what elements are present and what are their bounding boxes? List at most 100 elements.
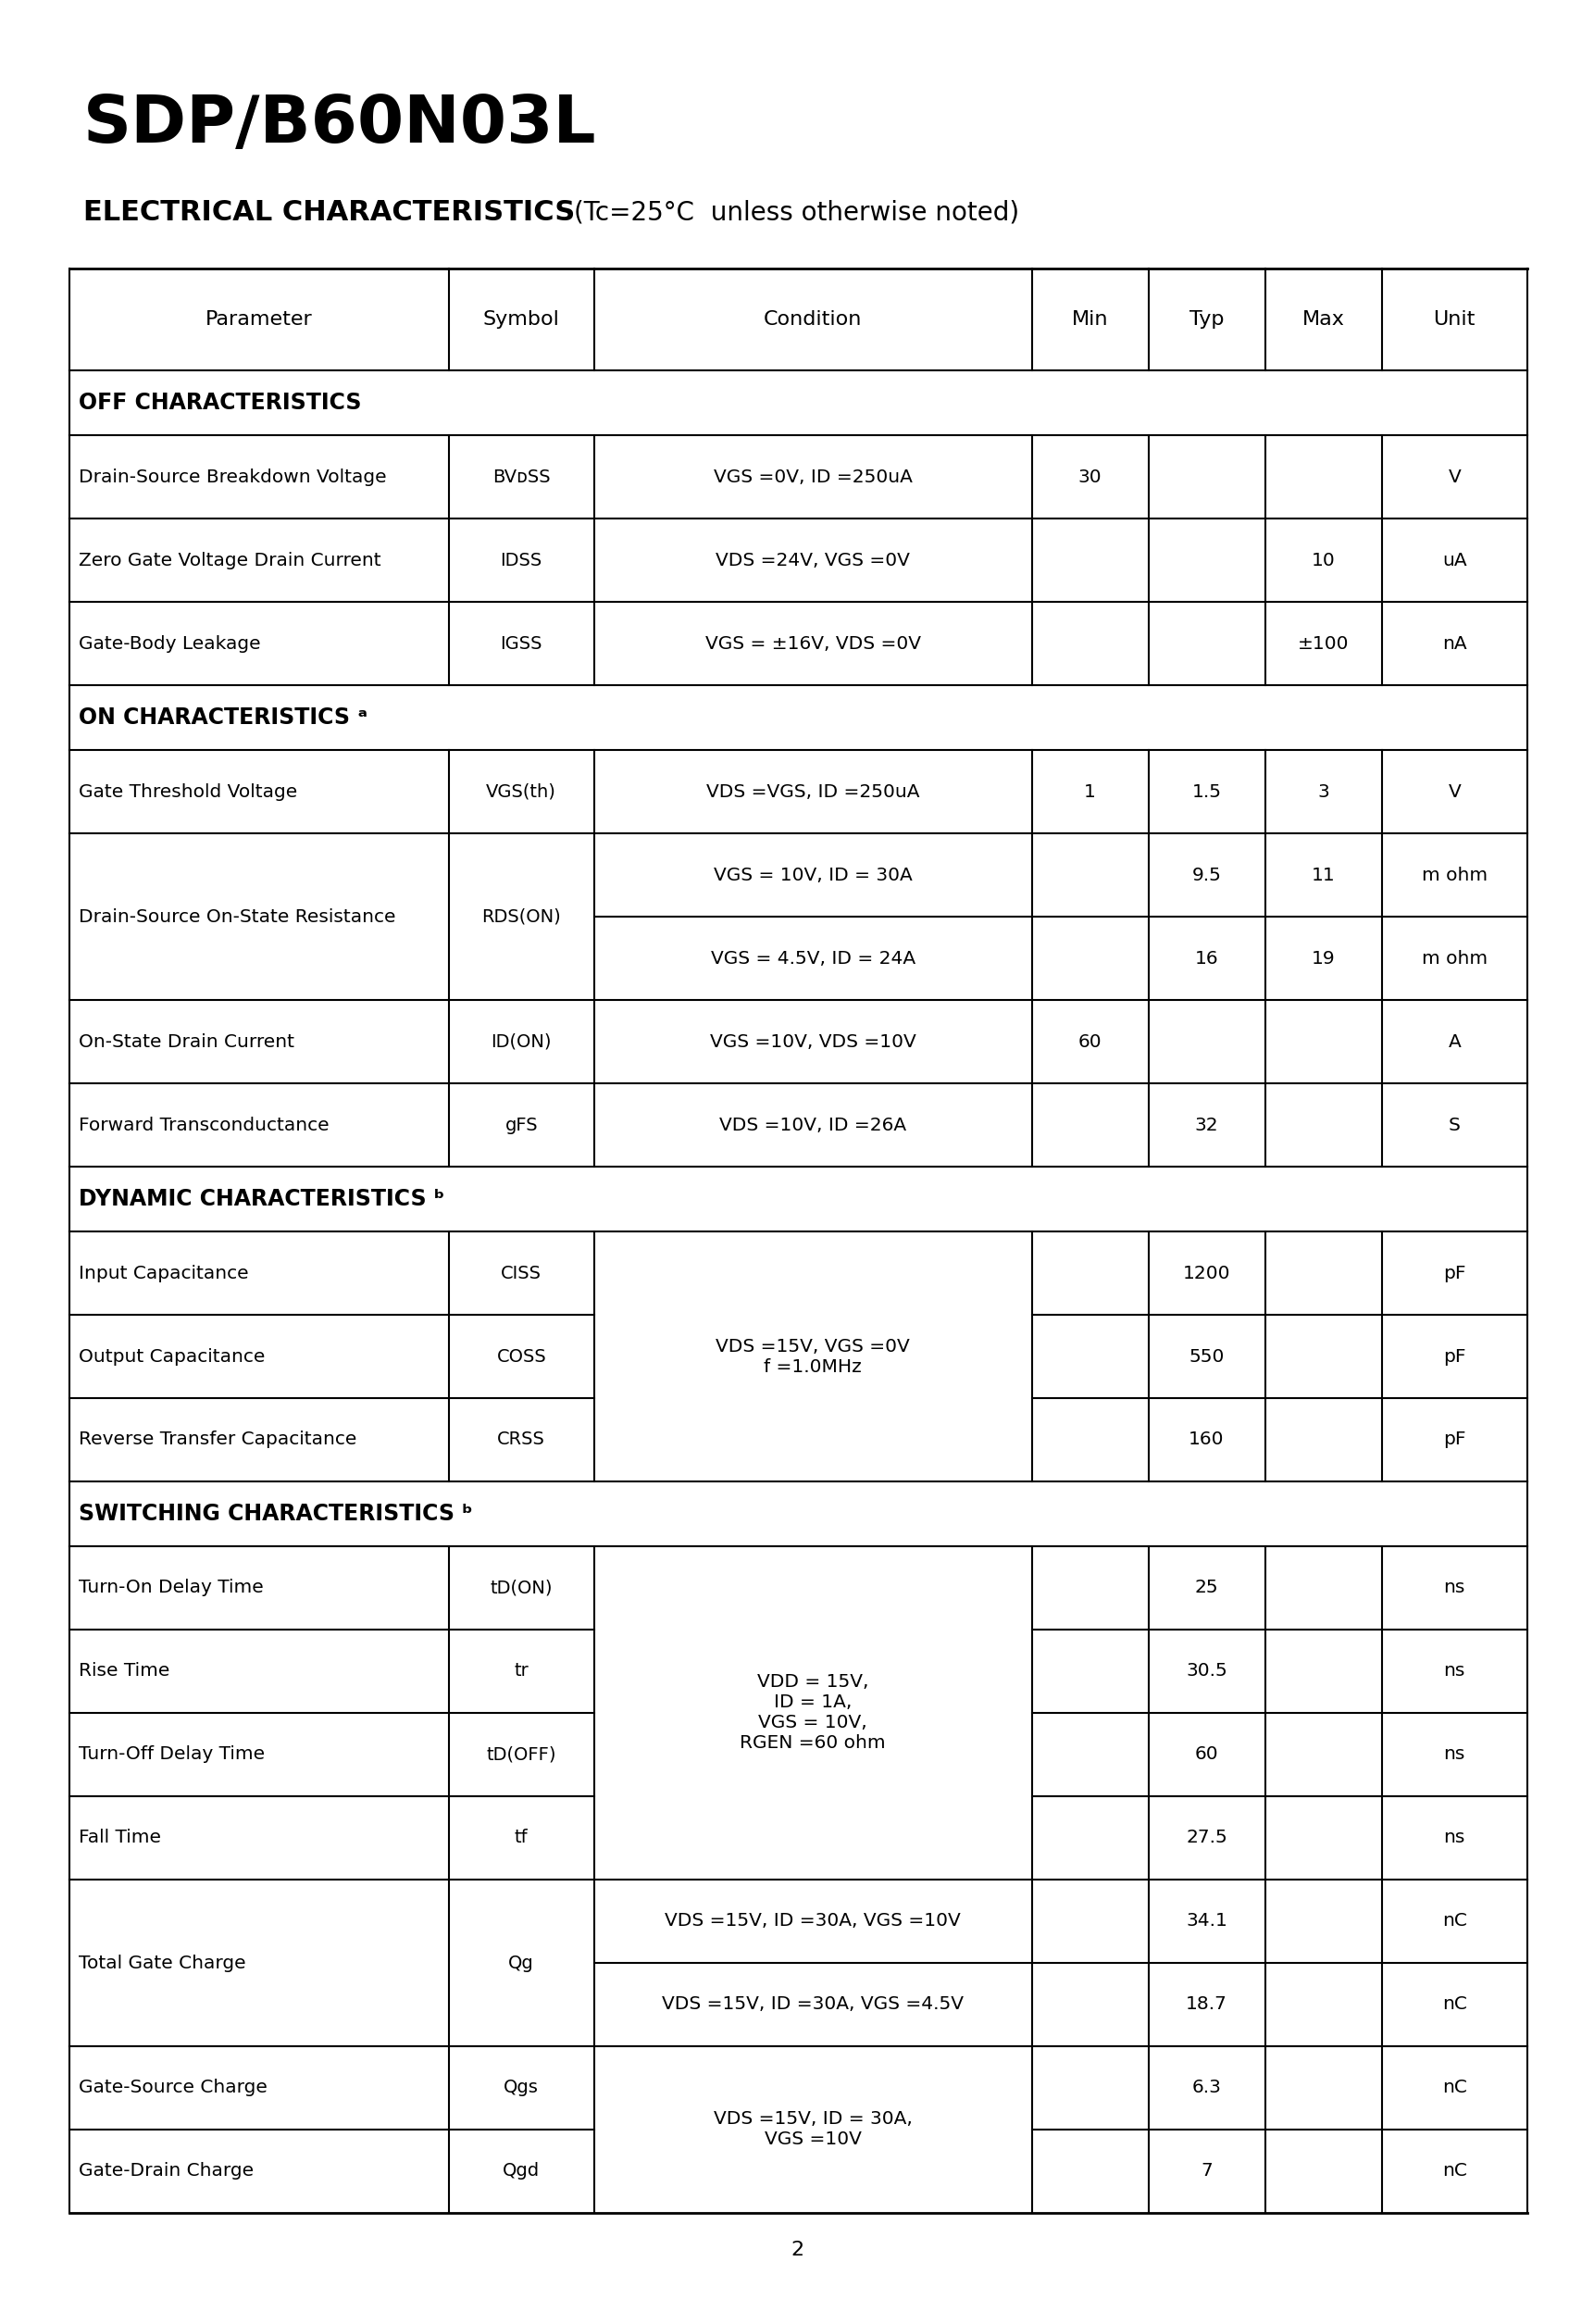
Text: Qgs: Qgs xyxy=(504,2080,539,2096)
Text: Rise Time: Rise Time xyxy=(78,1662,169,1680)
Text: VGS = 10V, ID = 30A: VGS = 10V, ID = 30A xyxy=(714,867,912,883)
Text: (Tc=25°C  unless otherwise noted): (Tc=25°C unless otherwise noted) xyxy=(574,200,1019,225)
Text: VDD = 15V,
ID = 1A,
VGS = 10V,
RGEN =60 ohm: VDD = 15V, ID = 1A, VGS = 10V, RGEN =60 … xyxy=(740,1673,886,1752)
Text: 60: 60 xyxy=(1078,1032,1101,1050)
Text: tD(ON): tD(ON) xyxy=(489,1578,553,1597)
Text: 30: 30 xyxy=(1078,467,1101,486)
Text: 1200: 1200 xyxy=(1183,1264,1231,1283)
Text: SWITCHING CHARACTERISTICS ᵇ: SWITCHING CHARACTERISTICS ᵇ xyxy=(78,1504,473,1525)
Text: Output Capacitance: Output Capacitance xyxy=(78,1348,265,1364)
Text: VGS = ±16V, VDS =0V: VGS = ±16V, VDS =0V xyxy=(705,634,921,653)
Text: On-State Drain Current: On-State Drain Current xyxy=(78,1032,295,1050)
Text: BVᴅSS: BVᴅSS xyxy=(493,467,550,486)
Text: Forward Transconductance: Forward Transconductance xyxy=(78,1116,330,1134)
Text: CISS: CISS xyxy=(501,1264,542,1283)
Text: 34.1: 34.1 xyxy=(1186,1913,1227,1929)
Text: Zero Gate Voltage Drain Current: Zero Gate Voltage Drain Current xyxy=(78,551,381,569)
Text: DYNAMIC CHARACTERISTICS ᵇ: DYNAMIC CHARACTERISTICS ᵇ xyxy=(78,1188,445,1211)
Text: ELECTRICAL CHARACTERISTICS: ELECTRICAL CHARACTERISTICS xyxy=(83,200,575,225)
Text: V: V xyxy=(1447,467,1460,486)
Text: VDS =15V, VGS =0V
f =1.0MHz: VDS =15V, VGS =0V f =1.0MHz xyxy=(716,1336,910,1376)
Text: nC: nC xyxy=(1443,1996,1466,2013)
Text: Min: Min xyxy=(1071,309,1108,328)
Text: ns: ns xyxy=(1444,1829,1465,1848)
Text: m ohm: m ohm xyxy=(1422,867,1487,883)
Text: VDS =24V, VGS =0V: VDS =24V, VGS =0V xyxy=(716,551,910,569)
Text: 2: 2 xyxy=(791,2240,803,2259)
Text: ns: ns xyxy=(1444,1578,1465,1597)
Text: nA: nA xyxy=(1443,634,1466,653)
Text: Gate Threshold Voltage: Gate Threshold Voltage xyxy=(78,783,298,799)
Text: 11: 11 xyxy=(1312,867,1336,883)
Text: VDS =15V, ID = 30A,
VGS =10V: VDS =15V, ID = 30A, VGS =10V xyxy=(714,2110,912,2150)
Text: 10: 10 xyxy=(1312,551,1336,569)
Text: COSS: COSS xyxy=(496,1348,547,1364)
Text: 9.5: 9.5 xyxy=(1192,867,1221,883)
Text: 1: 1 xyxy=(1084,783,1097,799)
Text: Input Capacitance: Input Capacitance xyxy=(78,1264,249,1283)
Text: Turn-Off Delay Time: Turn-Off Delay Time xyxy=(78,1745,265,1764)
Text: ID(ON): ID(ON) xyxy=(491,1032,552,1050)
Text: pF: pF xyxy=(1443,1264,1466,1283)
Text: Typ: Typ xyxy=(1189,309,1224,328)
Text: Gate-Source Charge: Gate-Source Charge xyxy=(78,2080,268,2096)
Text: S: S xyxy=(1449,1116,1460,1134)
Text: IGSS: IGSS xyxy=(501,634,542,653)
Text: uA: uA xyxy=(1443,551,1466,569)
Text: 6.3: 6.3 xyxy=(1192,2080,1221,2096)
Text: 60: 60 xyxy=(1196,1745,1218,1764)
Text: 30.5: 30.5 xyxy=(1186,1662,1227,1680)
Text: 25: 25 xyxy=(1196,1578,1218,1597)
Text: ON CHARACTERISTICS ᵃ: ON CHARACTERISTICS ᵃ xyxy=(78,706,368,730)
Text: Unit: Unit xyxy=(1433,309,1476,328)
Text: RDS(ON): RDS(ON) xyxy=(481,909,561,925)
Text: VGS = 4.5V, ID = 24A: VGS = 4.5V, ID = 24A xyxy=(711,951,915,967)
Text: nC: nC xyxy=(1443,2161,1466,2180)
Text: 1.5: 1.5 xyxy=(1192,783,1221,799)
Text: m ohm: m ohm xyxy=(1422,951,1487,967)
Text: ns: ns xyxy=(1444,1745,1465,1764)
Text: Drain-Source Breakdown Voltage: Drain-Source Breakdown Voltage xyxy=(78,467,387,486)
Text: gFS: gFS xyxy=(505,1116,537,1134)
Text: VDS =10V, ID =26A: VDS =10V, ID =26A xyxy=(719,1116,907,1134)
Text: OFF CHARACTERISTICS: OFF CHARACTERISTICS xyxy=(78,393,362,414)
Text: VDS =15V, ID =30A, VGS =4.5V: VDS =15V, ID =30A, VGS =4.5V xyxy=(662,1996,964,2013)
Text: pF: pF xyxy=(1443,1432,1466,1448)
Text: Fall Time: Fall Time xyxy=(78,1829,161,1848)
Text: 7: 7 xyxy=(1200,2161,1213,2180)
Text: ns: ns xyxy=(1444,1662,1465,1680)
Text: Parameter: Parameter xyxy=(206,309,312,328)
Text: Total Gate Charge: Total Gate Charge xyxy=(78,1954,245,1971)
Text: ±100: ±100 xyxy=(1298,634,1349,653)
Text: Turn-On Delay Time: Turn-On Delay Time xyxy=(78,1578,263,1597)
Text: VGS(th): VGS(th) xyxy=(486,783,556,799)
Text: VDS =VGS, ID =250uA: VDS =VGS, ID =250uA xyxy=(706,783,920,799)
Text: V: V xyxy=(1447,783,1460,799)
Text: 18.7: 18.7 xyxy=(1186,1996,1227,2013)
Text: SDP/B60N03L: SDP/B60N03L xyxy=(83,93,596,156)
Text: nC: nC xyxy=(1443,2080,1466,2096)
Text: 16: 16 xyxy=(1196,951,1218,967)
Text: nC: nC xyxy=(1443,1913,1466,1929)
Text: pF: pF xyxy=(1443,1348,1466,1364)
Text: VGS =0V, ID =250uA: VGS =0V, ID =250uA xyxy=(714,467,912,486)
Text: Qgd: Qgd xyxy=(502,2161,540,2180)
Text: Condition: Condition xyxy=(764,309,862,328)
Text: Gate-Body Leakage: Gate-Body Leakage xyxy=(78,634,261,653)
Text: 3: 3 xyxy=(1317,783,1329,799)
Text: Max: Max xyxy=(1302,309,1344,328)
Text: 160: 160 xyxy=(1189,1432,1224,1448)
Text: tf: tf xyxy=(515,1829,528,1848)
Text: Qg: Qg xyxy=(508,1954,534,1971)
Text: Drain-Source On-State Resistance: Drain-Source On-State Resistance xyxy=(78,909,395,925)
Text: VGS =10V, VDS =10V: VGS =10V, VDS =10V xyxy=(709,1032,917,1050)
Text: Symbol: Symbol xyxy=(483,309,559,328)
Text: A: A xyxy=(1447,1032,1460,1050)
Text: 19: 19 xyxy=(1312,951,1336,967)
Text: IDSS: IDSS xyxy=(501,551,542,569)
Text: tr: tr xyxy=(515,1662,529,1680)
Text: CRSS: CRSS xyxy=(497,1432,545,1448)
Text: 27.5: 27.5 xyxy=(1186,1829,1227,1848)
Text: Gate-Drain Charge: Gate-Drain Charge xyxy=(78,2161,253,2180)
Text: 550: 550 xyxy=(1189,1348,1224,1364)
